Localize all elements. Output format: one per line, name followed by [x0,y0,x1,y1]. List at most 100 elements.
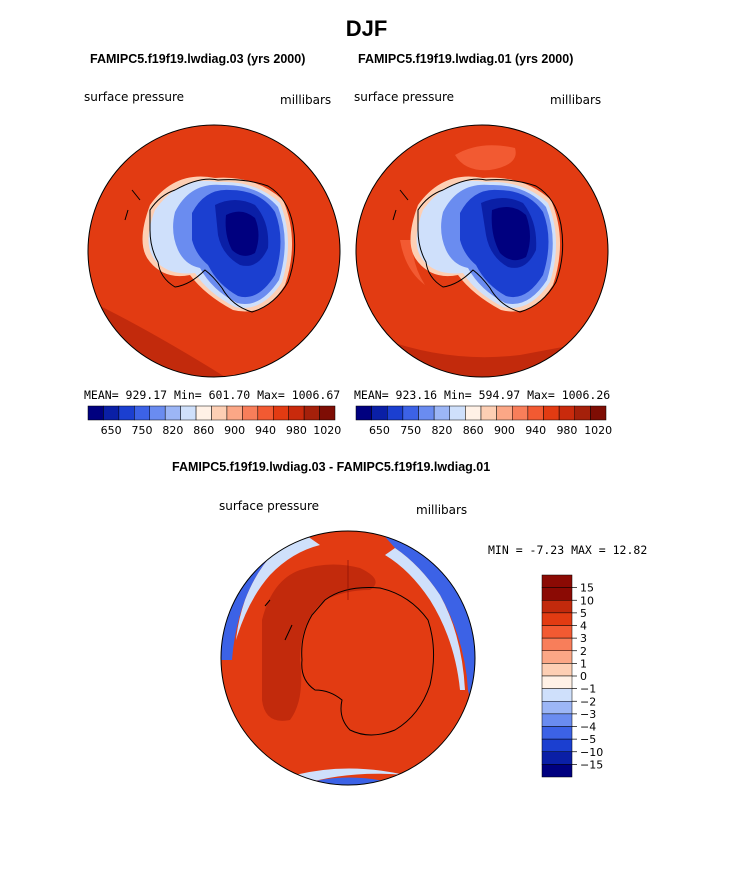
right-colorbar-tick-label: 900 [494,424,515,437]
diff-colorbar-cell [541,587,573,601]
diff-colorbar-cell [541,751,573,765]
page-title: DJF [345,16,388,41]
diff-zero-east [385,548,465,690]
right-colorbar-tick-label: 980 [556,424,577,437]
left-map-border [87,124,341,378]
left-colorbar-cell [103,405,120,421]
right-panel-title: FAMIPC5.f19f19.lwdiag.01 (yrs 2000) [358,52,574,66]
diff-colorbar-tick-label: −15 [580,758,603,771]
right-colorbar-cell [496,405,513,421]
right-field-label: surface pressure [354,90,454,104]
right-colorbar-cell [558,405,575,421]
right-colorbar-tick-label: 750 [400,424,421,437]
left-coastline [124,178,296,313]
right-colorbar: 650 750 820 860 900 940 980 1020 [355,405,612,437]
left-colorbar-tick-label: 900 [224,424,245,437]
right-map [355,124,609,378]
left-colorbar-cell [319,405,336,421]
right-colorbar-cell [465,405,482,421]
diff-colorbar-tick-label: −3 [580,708,596,721]
diff-colorbar-tick-label: 2 [580,645,587,658]
diff-colorbar-cell [541,612,573,626]
diff-colorbar-tick-label: 1 [580,657,587,670]
diff-colorbar-cell [541,650,573,664]
left-colorbar-cell [303,405,320,421]
left-contour-650 [225,211,259,256]
left-colorbar-cell [180,405,197,421]
right-northern-patch [455,145,516,171]
left-field-label: surface pressure [84,90,184,104]
left-colorbar-cell [164,405,181,421]
left-colorbar-cell [118,405,135,421]
diff-colorbar-tick-label: −5 [580,733,596,746]
right-colorbar-tick-label: 940 [525,424,546,437]
right-colorbar-tick-label: 650 [369,424,390,437]
diff-colorbar-cell [541,637,573,651]
right-colorbar-cell [527,405,544,421]
left-colorbar-cell [211,405,228,421]
right-colorbar-cell [543,405,560,421]
diff-colorbar-cell [541,625,573,639]
left-colorbar-cell [288,405,305,421]
diff-colorbar-cell [541,600,573,614]
diff-colorbar-tick-label: 0 [580,670,587,683]
left-colorbar-cell [273,405,289,421]
diff-colorbar-tick-label: 10 [580,594,594,607]
left-colorbar-cell [87,405,104,421]
diff-colorbar-tick-label: −4 [580,721,596,734]
right-stats: MEAN= 923.16 Min= 594.97 Max= 1006.26 [354,388,611,402]
right-colorbar-tick-label: 820 [431,424,452,437]
diff-colorbar-tick-label: −10 [580,746,603,759]
left-colorbar-cell [195,405,212,421]
right-colorbar-cell [433,405,450,421]
diff-colorbar-cell [541,726,573,740]
right-colorbar-cell [355,405,372,421]
right-colorbar-cell [512,405,529,421]
left-colorbar-cell [242,405,259,421]
diff-coastline [264,587,435,736]
diff-colorbar-cell [541,738,573,752]
diff-colorbar-cell [541,574,573,588]
right-colorbar-cell [480,405,497,421]
diff-zero-west [236,531,320,640]
diff-colorbar-cell [541,688,573,702]
left-colorbar-tick-label: 820 [162,424,183,437]
right-map-border [355,124,609,378]
diff-colorbar-tick-label: 15 [580,582,594,595]
diff-colorbar-tick-label: 4 [580,620,587,633]
right-colorbar-cell [402,405,419,421]
left-colorbar-tick-label: 750 [132,424,153,437]
left-colorbar-tick-label: 650 [101,424,122,437]
right-colorbar-tick-label: 860 [463,424,484,437]
diff-field-label: surface pressure [219,499,319,513]
diff-colorbar-tick-label: −2 [580,695,596,708]
right-colorbar-cell [574,405,591,421]
left-colorbar-tick-label: 860 [193,424,214,437]
diff-positive-core [262,564,376,721]
left-colorbar-tick-label: 940 [255,424,276,437]
diff-units-label: millibars [416,503,468,517]
right-units-label: millibars [550,93,602,107]
right-colorbar-cell [418,405,435,421]
diff-map-border [220,530,476,786]
right-coastline [392,178,564,313]
left-panel-title: FAMIPC5.f19f19.lwdiag.03 (yrs 2000) [90,52,306,66]
diff-colorbar-cell [541,701,573,715]
left-colorbar-tick-label: 980 [286,424,307,437]
diff-stats: MIN = -7.23 MAX = 12.82 [488,543,648,557]
diff-zero-south [295,768,405,785]
diff-colorbar-tick-label: 3 [580,632,587,645]
left-map [87,124,341,378]
diff-colorbar-tick-label: 5 [580,607,587,620]
diff-colorbar-cell [541,675,573,689]
right-colorbar-cell [449,405,466,421]
right-western-patch [400,240,425,285]
diff-map [220,530,476,786]
right-colorbar-cell [371,405,388,421]
left-colorbar-tick-label: 1020 [313,424,341,437]
left-colorbar-cell [226,405,243,421]
left-colorbar-cell [149,405,166,421]
diff-colorbar-tick-label: −1 [580,683,596,696]
